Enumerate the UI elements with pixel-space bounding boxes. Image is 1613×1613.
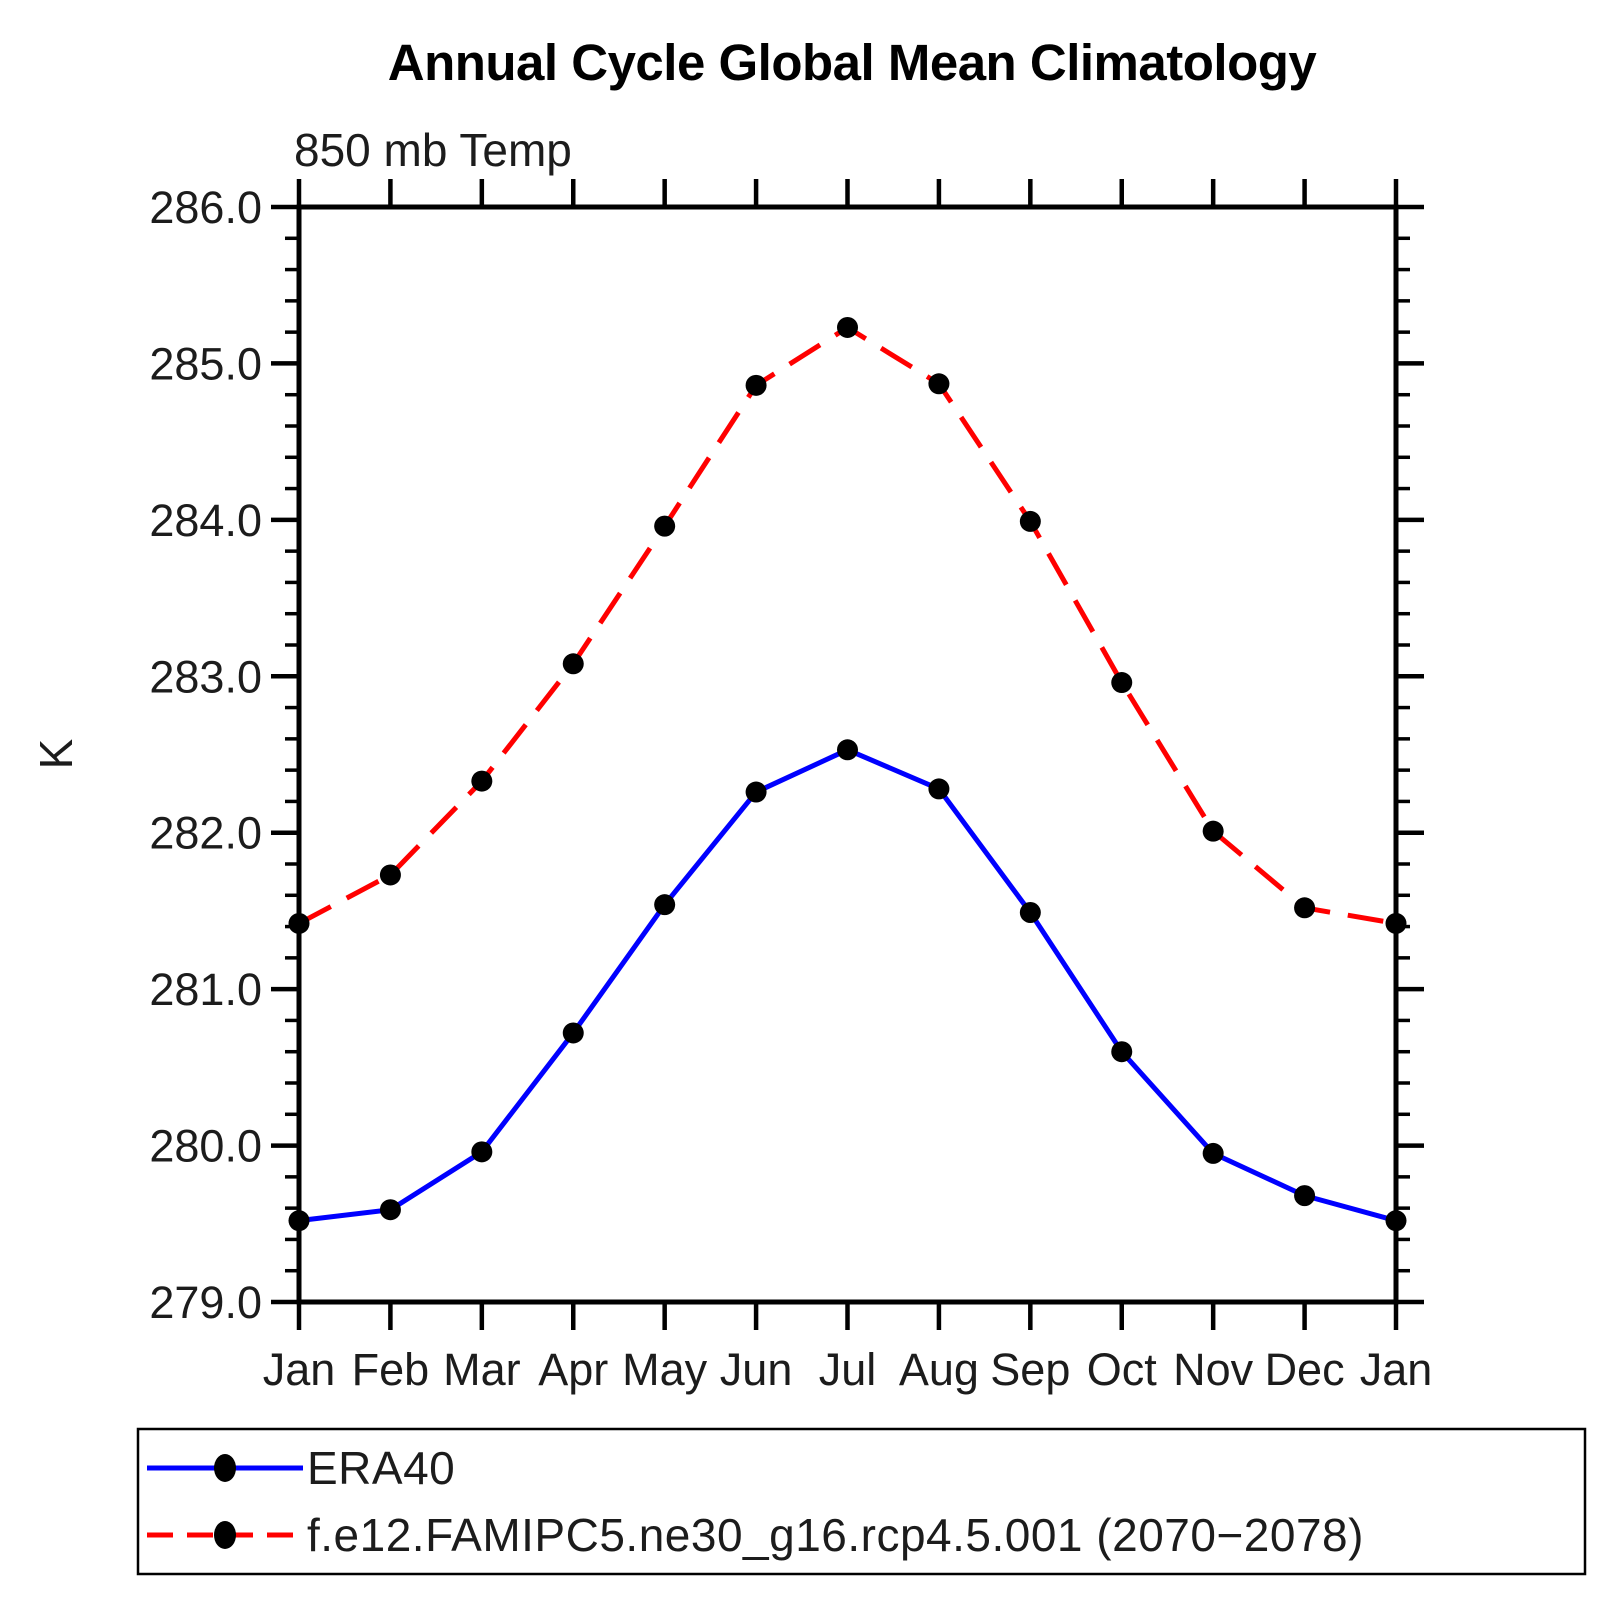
y-tick-label: 283.0 bbox=[149, 651, 262, 702]
data-point-marker-0 bbox=[1294, 1185, 1316, 1207]
data-point-marker-1 bbox=[745, 374, 767, 396]
x-tick-label: Sep bbox=[990, 1344, 1070, 1395]
data-point-marker-0 bbox=[1202, 1142, 1224, 1164]
chart-title: Annual Cycle Global Mean Climatology bbox=[388, 34, 1318, 91]
x-tick-label: Dec bbox=[1265, 1344, 1345, 1395]
data-point-marker-1 bbox=[837, 316, 858, 338]
data-point-marker-0 bbox=[837, 739, 858, 761]
y-axis-label: K bbox=[30, 738, 82, 769]
data-point-marker-0 bbox=[562, 1022, 584, 1044]
y-tick-label: 284.0 bbox=[149, 495, 262, 546]
plot-area: 286.0 285.0 284.0 283.0 282.0 281.0 280.0 279.0… bbox=[149, 179, 1432, 1395]
x-tick-label: Jul bbox=[819, 1344, 877, 1395]
plot-frame bbox=[296, 204, 1399, 1305]
data-point-marker-1 bbox=[1385, 912, 1407, 934]
legend-marker-era40-icon bbox=[214, 1454, 236, 1482]
data-point-marker-1 bbox=[379, 864, 401, 886]
x-tick-label: Feb bbox=[352, 1344, 430, 1395]
y-tick-label: 280.0 bbox=[149, 1121, 262, 1172]
series-line-1 bbox=[297, 324, 1397, 926]
x-tick-label: May bbox=[622, 1344, 708, 1395]
data-point-marker-0 bbox=[288, 1210, 310, 1232]
data-point-marker-0 bbox=[1111, 1041, 1133, 1063]
y-tick-label: 279.0 bbox=[149, 1277, 262, 1328]
data-point-marker-1 bbox=[288, 912, 310, 934]
legend-label-model: f.e12.FAMIPC5.ne30_g16.rcp4.5.001 (2070−… bbox=[307, 1509, 1364, 1561]
x-tick-label: Jan bbox=[1360, 1344, 1433, 1395]
data-point-marker-1 bbox=[928, 373, 950, 395]
data-point-marker-1 bbox=[1111, 672, 1133, 694]
data-point-marker-0 bbox=[471, 1141, 493, 1163]
data-point-marker-1 bbox=[654, 515, 676, 537]
y-tick-label: 281.0 bbox=[149, 964, 262, 1015]
x-tick-label: Jun bbox=[720, 1344, 793, 1395]
legend: ERA40 f.e12.FAMIPC5.ne30_g16.rcp4.5.001 … bbox=[136, 1427, 1587, 1576]
x-tick-label: Oct bbox=[1087, 1344, 1158, 1395]
legend-border bbox=[136, 1427, 1587, 1576]
legend-label-era40: ERA40 bbox=[307, 1442, 455, 1494]
data-point-marker-0 bbox=[1385, 1210, 1407, 1232]
data-point-marker-0 bbox=[1019, 901, 1041, 923]
data-point-marker-0 bbox=[745, 781, 767, 803]
y-tick-label: 286.0 bbox=[149, 182, 262, 233]
x-tick-label: Nov bbox=[1173, 1344, 1254, 1395]
y-tick-label: 282.0 bbox=[149, 808, 262, 859]
x-tick-label: Apr bbox=[538, 1344, 608, 1395]
y-tick-label: 285.0 bbox=[149, 338, 262, 389]
x-tick-label: Jan bbox=[263, 1344, 336, 1395]
data-point-marker-1 bbox=[471, 770, 493, 792]
legend-marker-model-icon bbox=[214, 1521, 236, 1549]
data-point-marker-1 bbox=[1019, 510, 1041, 532]
axis-subtitle: 850 mb Temp bbox=[294, 124, 572, 176]
data-point-marker-1 bbox=[1294, 897, 1316, 919]
x-tick-label: Mar bbox=[443, 1344, 521, 1395]
series-line-0 bbox=[298, 747, 1397, 1224]
data-point-marker-1 bbox=[562, 653, 584, 675]
data-point-marker-0 bbox=[928, 778, 950, 800]
data-point-marker-0 bbox=[379, 1199, 401, 1221]
data-point-marker-0 bbox=[654, 894, 676, 916]
data-point-marker-1 bbox=[1202, 820, 1224, 842]
x-tick-label: Aug bbox=[899, 1344, 979, 1395]
